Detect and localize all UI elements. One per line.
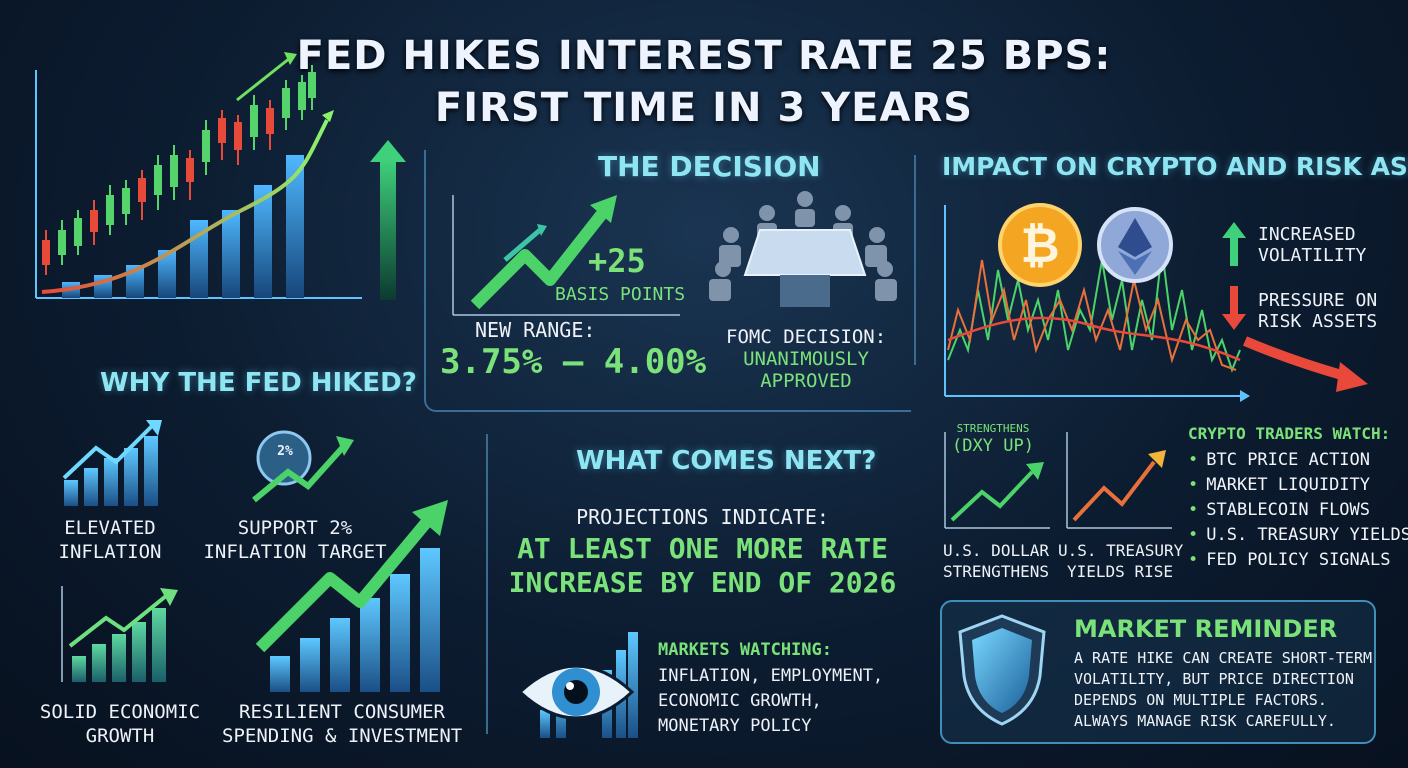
why-heading: WHY THE FED HIKED? [100, 368, 417, 398]
fomc-label: FOMC DECISION: [726, 326, 887, 348]
shield-icon [958, 614, 1046, 726]
impact-heading: IMPACT ON CRYPTO AND RISK ASSETS [942, 152, 1408, 181]
fomc-value: UNANIMOUSLY APPROVED [743, 348, 869, 392]
target-badge: 2% [277, 444, 293, 459]
reason-inflation: ELEVATED INFLATION [58, 517, 162, 563]
list-item: • U.S. TREASURY YIELDS [1188, 525, 1408, 545]
hike-amount: +25 [588, 242, 646, 280]
range-label: NEW RANGE: [475, 318, 596, 342]
next-heading: WHAT COMES NEXT? [576, 446, 877, 476]
watch-heading: CRYPTO TRADERS WATCH: [1188, 424, 1391, 443]
list-item: • STABLECOIN FLOWS [1188, 500, 1371, 520]
dxy-caption: STRENGTHENS [956, 422, 1030, 435]
divider [914, 155, 916, 365]
arrow-up-icon [1222, 222, 1246, 266]
reminder-heading: MARKET REMINDER [1074, 615, 1338, 643]
forecast-text: AT LEAST ONE MORE RATE INCREASE BY END O… [508, 532, 897, 599]
candlestick-chart-icon [35, 52, 362, 299]
treasury-label: U.S. TREASURY YIELDS RISE [1058, 541, 1184, 581]
list-item: • MARKET LIQUIDITY [1188, 475, 1371, 495]
arrow-down-icon [1243, 336, 1368, 392]
watching-list: INFLATION, EMPLOYMENT, ECONOMIC GROWTH, … [658, 666, 884, 736]
list-item: • BTC PRICE ACTION [1188, 450, 1371, 470]
reason-consumer: RESILIENT CONSUMER SPENDING & INVESTMENT [222, 701, 463, 747]
watch-list: • BTC PRICE ACTION • MARKET LIQUIDITY • STA… [1188, 448, 1408, 573]
arrow-up-icon [370, 140, 406, 300]
watching-label: MARKETS WATCHING: [658, 640, 832, 660]
page-title: FED HIKES INTEREST RATE 25 BPS: FIRST TI… [296, 33, 1112, 131]
volatility-chart-icon: ₿ [944, 203, 1250, 402]
treasury-trend-icon [1066, 432, 1172, 529]
reminder-text: A RATE HIKE CAN CREATE SHORT-TERM VOLATI… [1074, 649, 1373, 730]
bitcoin-icon [998, 203, 1082, 287]
range-value: 3.75% – 4.00% [440, 342, 707, 382]
dxy-label: (DXY UP) [952, 436, 1034, 456]
volatility-label: INCREASED VOLATILITY [1258, 224, 1367, 266]
arrow-down-icon [1222, 286, 1246, 330]
divider [486, 434, 488, 734]
list-item: • FED POLICY SIGNALS [1188, 550, 1391, 570]
boardroom-icon [709, 191, 897, 307]
projections-label: PROJECTIONS INDICATE: [576, 505, 829, 529]
pressure-label: PRESSURE ON RISK ASSETS [1258, 290, 1378, 332]
target-trend-icon [252, 430, 354, 503]
consumer-trend-icon [255, 500, 448, 692]
hike-unit: BASIS POINTS [555, 284, 686, 305]
reason-target: SUPPORT 2% INFLATION TARGET [203, 517, 387, 563]
upward-trend-arrow-icon [452, 195, 680, 316]
decision-heading: THE DECISION [598, 150, 821, 183]
reason-growth: SOLID ECONOMIC GROWTH [39, 701, 201, 747]
dollar-trend-icon [944, 432, 1050, 529]
growth-bar-icon [61, 586, 178, 682]
svg-text:₿: ₿ [1020, 218, 1059, 274]
decision-panel-frame [424, 150, 911, 412]
eye-icon [517, 632, 638, 738]
bar-trend-icon [62, 420, 162, 506]
dollar-label: U.S. DOLLAR STRENGTHENS [943, 541, 1049, 581]
